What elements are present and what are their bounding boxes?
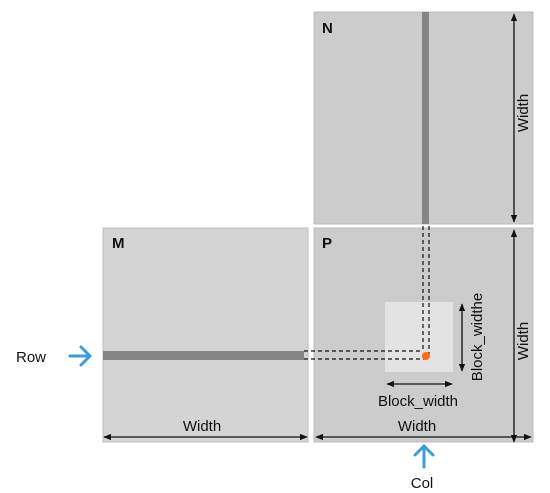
p-width-label: Width	[398, 418, 436, 435]
matrix-n-label: N	[322, 20, 333, 37]
column-dashed-path	[422, 226, 430, 356]
result-element-dot	[422, 352, 430, 360]
p-height-label: Width	[515, 322, 532, 360]
matrix-m-row-strip	[103, 351, 304, 360]
row-label: Row	[16, 349, 46, 366]
col-arrow-icon	[413, 444, 435, 469]
block-tile	[385, 302, 453, 372]
n-height-label: Width	[515, 94, 532, 132]
row-arrow-icon	[68, 345, 92, 367]
m-width-label: Width	[183, 418, 221, 435]
matrix-m	[102, 227, 309, 443]
matrix-n-column-strip	[422, 12, 429, 224]
col-label: Col	[411, 475, 434, 492]
matrix-p-label: P	[322, 235, 332, 252]
block-width-label: Block_width	[378, 393, 458, 410]
row-dashed-path	[304, 350, 426, 360]
block-height-label: Block_widthe	[469, 293, 486, 381]
matrix-m-label: M	[112, 235, 125, 252]
